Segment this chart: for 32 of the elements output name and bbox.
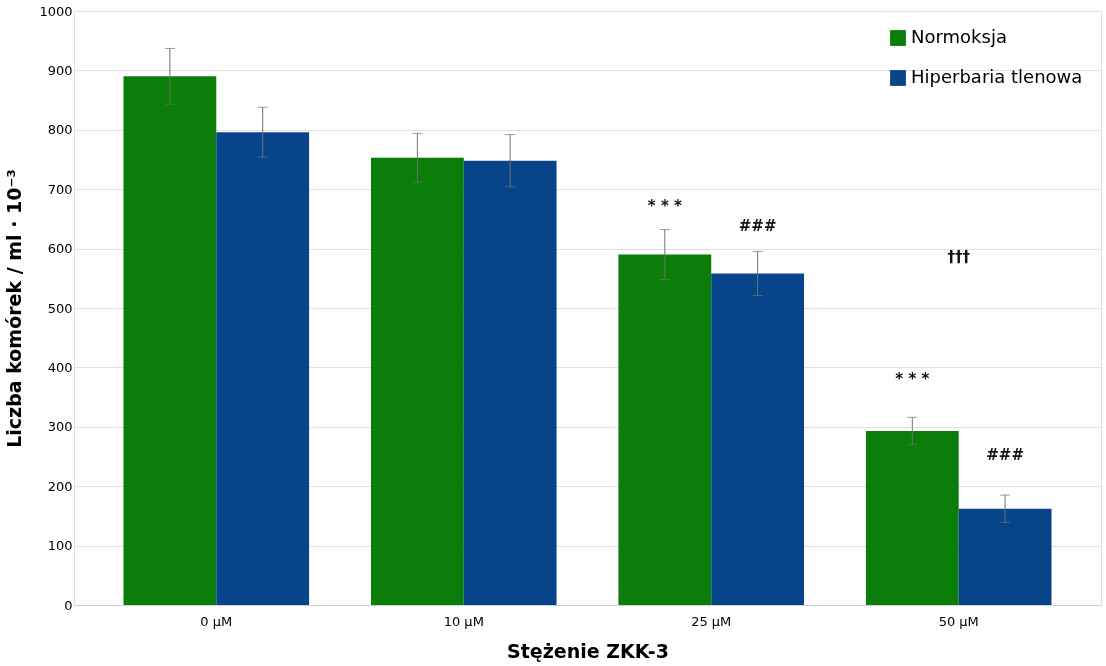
annotation: ### [738,216,777,235]
y-tick-label: 600 [47,241,73,257]
bar [463,160,557,605]
x-axis-title: Stężenie ZKK-3 [507,639,669,662]
y-tick-label: 0 [64,597,73,613]
y-tick-label: 500 [47,300,73,316]
y-tick-label: 800 [47,122,73,138]
y-tick-label: 1000 [39,3,73,19]
annotation: * * * [895,370,930,389]
x-tick-label: 0 µM [200,613,233,629]
annotation: ††† [947,248,971,267]
bar [711,273,805,605]
x-tick-label: 25 µM [691,613,732,629]
y-axis-title: Liczba komórek / ml · 10⁻³ [3,169,26,448]
y-tick-label: 100 [47,538,73,554]
y-tick-label: 300 [47,419,73,435]
y-tick-label: 200 [47,478,73,494]
legend-label: Normoksja [911,26,1007,47]
legend-label: Hiperbaria tlenowa [911,66,1083,87]
bar [618,254,712,605]
y-tick-label: 900 [47,62,73,78]
annotation: ### [986,446,1024,465]
annotation: * * * [647,196,682,215]
x-tick-label: 10 µM [443,613,484,629]
y-tick-label: 400 [47,359,73,375]
y-tick-label: 700 [47,181,73,197]
x-tick-label: 50 µM [938,613,979,629]
bar [216,132,310,605]
bar [958,508,1052,605]
bar [865,430,959,605]
bar [123,76,217,605]
bar [370,157,464,605]
